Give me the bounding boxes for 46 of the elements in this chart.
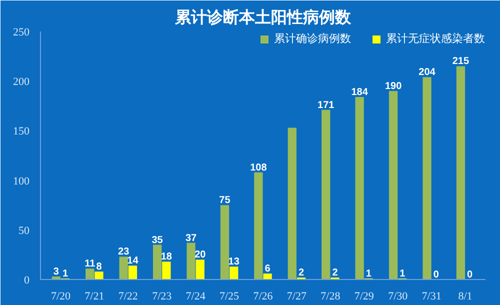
data-label: 1 (400, 268, 406, 280)
chart-title: 累计诊断本土阳性病例数 (174, 8, 352, 26)
x-tick-label: 7/22 (118, 290, 138, 302)
data-label: 23 (118, 246, 130, 258)
data-label: 1 (62, 268, 68, 280)
data-label: 20 (194, 250, 206, 261)
x-tick-label: 7/25 (220, 290, 240, 302)
x-tick-label: 7/21 (84, 290, 104, 302)
data-label: 184 (351, 86, 368, 98)
data-label: 2 (332, 268, 338, 279)
data-label: 75 (219, 195, 231, 206)
data-label: 11 (84, 258, 96, 270)
data-label: 215 (452, 56, 470, 68)
x-tick-label: 7/26 (253, 290, 274, 302)
data-label: 35 (152, 234, 164, 246)
y-tick-label: 50 (18, 224, 30, 237)
x-tick-label: 7/27 (286, 290, 307, 302)
data-label: 8 (96, 262, 102, 273)
data-label: 0 (433, 270, 440, 280)
data-label: 2 (298, 268, 304, 279)
data-label: 6 (264, 264, 271, 275)
data-label: 190 (384, 81, 402, 92)
x-tick-label: 7/29 (354, 290, 374, 302)
y-tick-label: 150 (13, 126, 30, 138)
x-tick-label: 7/23 (152, 290, 172, 302)
legend-label: 累计无症状感染者数 (386, 31, 485, 46)
data-label: 14 (127, 256, 139, 267)
data-label: 1 (366, 268, 372, 280)
y-tick-label: 0 (24, 274, 30, 286)
data-label: 3 (53, 266, 60, 278)
x-tick-label: 7/31 (422, 290, 442, 302)
data-label: 37 (185, 232, 198, 244)
data-label: 18 (160, 252, 172, 263)
y-tick-label: 250 (13, 26, 30, 38)
legend-label: 累计确诊病例数 (274, 31, 351, 46)
data-label: 204 (418, 67, 436, 78)
x-tick-label: 7/24 (186, 290, 206, 302)
data-label: 108 (250, 162, 268, 174)
y-tick-label: 100 (13, 175, 30, 188)
data-label: 171 (318, 100, 335, 111)
data-label: 0 (467, 270, 474, 280)
x-tick-label: 8/1 (458, 290, 472, 302)
x-tick-label: 7/28 (320, 290, 341, 302)
x-tick-label: 7/20 (50, 290, 72, 302)
x-tick-label: 7/30 (388, 290, 408, 302)
y-tick-label: 200 (13, 76, 30, 88)
